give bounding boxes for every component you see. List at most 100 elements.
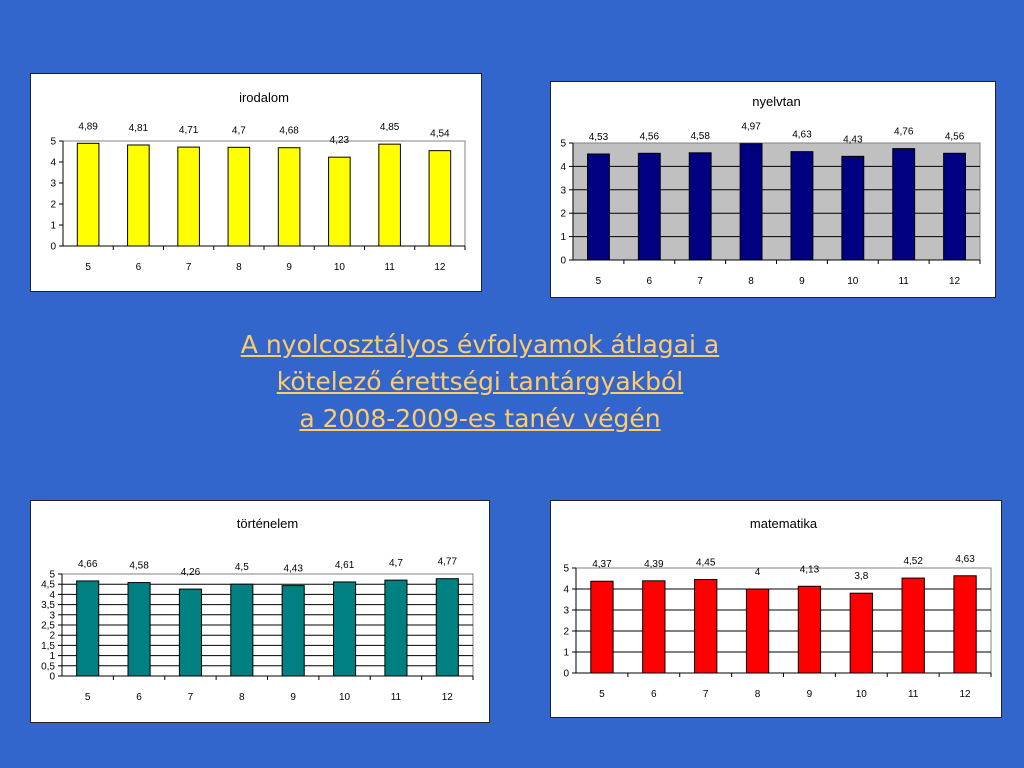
y-tick-label: 2 xyxy=(563,627,569,638)
chart-nyelvtan-svg: nyelvtan0123454,5354,5664,5874,9784,6394… xyxy=(560,94,981,287)
bar xyxy=(435,578,459,677)
bar xyxy=(333,581,357,677)
plot-area xyxy=(575,567,992,674)
data-label: 4,39 xyxy=(644,559,664,570)
data-label: 4,71 xyxy=(179,125,199,136)
y-tick-label: 1 xyxy=(50,221,56,232)
x-tick-label: 7 xyxy=(188,692,194,703)
data-label: 4,5 xyxy=(235,562,249,573)
y-tick-label: 0 xyxy=(50,242,56,253)
x-tick-label: 12 xyxy=(442,692,454,703)
bar xyxy=(281,585,305,677)
y-tick-label: 0 xyxy=(49,672,55,683)
y-tick-label: 4 xyxy=(50,158,56,169)
data-label: 4,97 xyxy=(741,122,761,133)
y-tick-label: 3 xyxy=(563,606,569,617)
bar xyxy=(586,153,610,261)
y-tick-label: 4,5 xyxy=(41,580,55,591)
x-tick-label: 6 xyxy=(136,692,142,703)
chart-matematika: matematika 0 1 2 3 4 5 4,37 5 4,39 6 4,45 7 4 8 4,13 9 3,… xyxy=(550,500,1002,718)
data-label: 4,13 xyxy=(800,564,820,575)
data-label: 4,56 xyxy=(640,131,660,142)
data-label: 4,77 xyxy=(438,557,458,568)
slide-title-line-3: a 2008-2009-es tanév végén xyxy=(299,404,661,433)
chart-irodalom-svg: irodalom0123454,8954,8164,7174,784,6894,… xyxy=(50,90,466,273)
x-tick-label: 10 xyxy=(334,262,346,273)
x-tick-label: 8 xyxy=(236,262,242,273)
x-tick-label: 9 xyxy=(799,276,805,287)
data-label: 4,43 xyxy=(843,134,863,145)
bar xyxy=(127,582,151,677)
bar xyxy=(76,142,100,247)
bar xyxy=(953,575,977,674)
bar xyxy=(849,592,873,674)
y-tick-label: 2,5 xyxy=(41,621,55,632)
y-tick-label: 0,5 xyxy=(41,661,55,672)
data-label: 4,89 xyxy=(78,121,98,132)
x-tick-label: 9 xyxy=(290,692,296,703)
y-tick-label: 5 xyxy=(563,564,569,575)
y-tick-label: 5 xyxy=(560,139,566,150)
bar xyxy=(384,579,408,677)
x-tick-label: 11 xyxy=(384,262,395,273)
x-tick-label: 9 xyxy=(286,262,292,273)
x-tick-label: 8 xyxy=(748,276,754,287)
slide-title: A nyolcosztályos évfolyamok átlagai a kö… xyxy=(130,326,830,437)
data-label: 4,63 xyxy=(792,130,812,141)
x-tick-label: 7 xyxy=(697,276,703,287)
x-tick-label: 8 xyxy=(239,692,245,703)
bar xyxy=(178,588,202,677)
chart-title: történelem xyxy=(237,516,298,531)
y-tick-label: 2 xyxy=(50,200,56,211)
data-label: 4,56 xyxy=(945,131,965,142)
bar xyxy=(841,155,865,261)
x-tick-label: 5 xyxy=(85,692,91,703)
data-label: 4,63 xyxy=(955,554,975,565)
y-tick-label: 4 xyxy=(560,162,566,173)
data-label: 4,37 xyxy=(592,559,612,570)
y-tick-label: 4 xyxy=(563,585,569,596)
x-tick-label: 12 xyxy=(949,276,961,287)
x-tick-label: 5 xyxy=(596,276,602,287)
y-tick-label: 1 xyxy=(49,651,55,662)
y-tick-label: 4 xyxy=(49,590,55,601)
x-tick-label: 9 xyxy=(807,689,813,700)
chart-title: irodalom xyxy=(239,90,289,105)
y-tick-label: 5 xyxy=(49,570,55,581)
plot-area xyxy=(572,142,981,261)
bar xyxy=(328,156,351,247)
y-tick-label: 1,5 xyxy=(41,641,55,652)
data-label: 4,58 xyxy=(690,131,710,142)
data-label: 4,54 xyxy=(430,129,450,140)
data-label: 4,7 xyxy=(232,125,246,136)
bar xyxy=(227,146,251,247)
chart-irodalom: irodalom 0 1 2 3 4 5 4,89 5 4,81 6 4,71 7 4,7 8 4,68 9 4,… xyxy=(30,73,482,292)
x-tick-label: 8 xyxy=(755,689,761,700)
y-tick-label: 3 xyxy=(50,179,56,190)
bar xyxy=(790,151,814,261)
x-tick-label: 12 xyxy=(960,689,972,700)
data-label: 4,7 xyxy=(389,558,403,569)
data-label: 4,85 xyxy=(380,122,400,133)
data-label: 4,53 xyxy=(589,132,609,143)
bar xyxy=(76,580,100,677)
data-label: 4,43 xyxy=(283,564,303,575)
data-label: 4,61 xyxy=(335,560,355,571)
bar xyxy=(642,580,666,674)
bar xyxy=(901,577,925,674)
x-tick-label: 6 xyxy=(136,262,142,273)
bar xyxy=(694,579,718,674)
x-tick-label: 5 xyxy=(85,262,91,273)
bar xyxy=(797,585,822,674)
bar xyxy=(590,580,614,674)
x-tick-label: 11 xyxy=(898,276,909,287)
bar xyxy=(892,148,916,261)
x-tick-label: 11 xyxy=(391,692,402,703)
y-tick-label: 2 xyxy=(560,209,566,220)
chart-tortenelem-svg: történelem00,511,522,533,544,554,6654,58… xyxy=(41,516,474,703)
y-tick-label: 1 xyxy=(560,232,566,243)
bar xyxy=(428,150,452,247)
x-tick-label: 10 xyxy=(339,692,351,703)
y-tick-label: 3,5 xyxy=(41,600,55,611)
y-tick-label: 5 xyxy=(50,137,56,148)
